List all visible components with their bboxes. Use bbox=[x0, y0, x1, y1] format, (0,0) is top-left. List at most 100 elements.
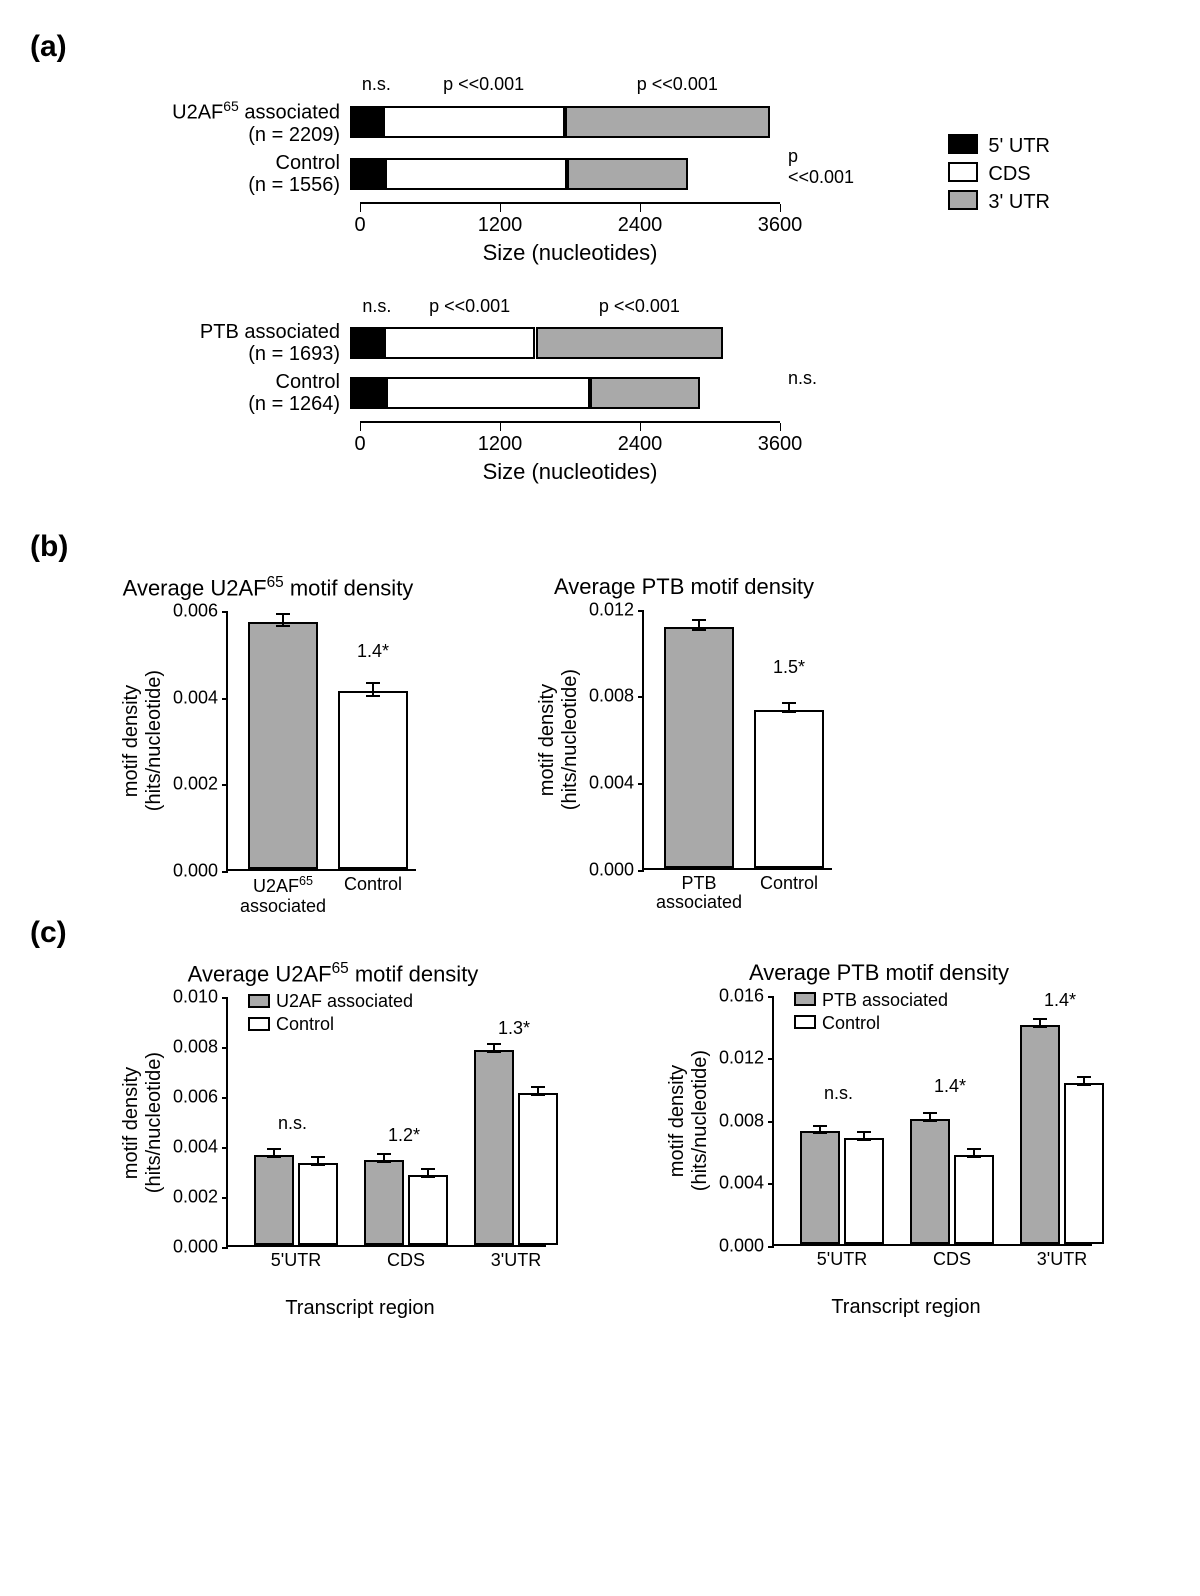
x-tick: 1200 bbox=[478, 214, 523, 237]
bar bbox=[754, 710, 824, 868]
hchart-u2af: 5' UTR CDS 3' UTR n.s.p <<0.001p <<0.001… bbox=[120, 74, 820, 266]
bar bbox=[664, 627, 734, 868]
x-tick: 1200 bbox=[478, 433, 523, 456]
y-tick: 0.008 bbox=[589, 686, 644, 707]
bar bbox=[910, 1119, 950, 1244]
x-tick-label: 5'UTR bbox=[817, 1244, 867, 1270]
y-axis-label: motif density (hits/nucleotide) bbox=[120, 1052, 166, 1193]
y-axis-label: motif density (hits/nucleotide) bbox=[666, 1050, 712, 1191]
end-annot: p <<0.001 bbox=[788, 146, 854, 188]
ratio-annot: 1.4* bbox=[357, 641, 389, 662]
y-axis-label: motif density (hits/nucleotide) bbox=[536, 669, 582, 810]
x-tick-label: CDS bbox=[387, 1245, 425, 1271]
bar bbox=[298, 1163, 338, 1246]
hbar-label: U2AF65 associated(n = 2209) bbox=[120, 99, 350, 146]
ratio-annot: 1.3* bbox=[498, 1018, 530, 1039]
x-tick-label: Control bbox=[734, 868, 844, 894]
bar-c-right: Average PTB motif density motif density (… bbox=[666, 960, 1092, 1320]
legend-a: 5' UTR CDS 3' UTR bbox=[948, 134, 1050, 218]
hchart-ptb: n.s.p <<0.001p <<0.001PTB associated(n =… bbox=[120, 296, 820, 485]
y-tick: 0.004 bbox=[589, 772, 644, 793]
x-tick: 2400 bbox=[618, 214, 663, 237]
ratio-annot: n.s. bbox=[824, 1083, 853, 1104]
legend: PTB associatedControl bbox=[794, 990, 948, 1036]
x-tick-label: CDS bbox=[933, 1244, 971, 1270]
y-tick: 0.000 bbox=[173, 860, 228, 881]
y-tick: 0.002 bbox=[173, 774, 228, 795]
x-axis-title: Transcript region bbox=[746, 1296, 1066, 1319]
p-annot: p <<0.001 bbox=[545, 296, 733, 317]
bar bbox=[1064, 1083, 1104, 1244]
bar bbox=[1020, 1025, 1060, 1244]
x-axis-title: Transcript region bbox=[200, 1297, 520, 1320]
y-tick: 0.012 bbox=[719, 1048, 774, 1069]
ratio-annot: 1.4* bbox=[934, 1076, 966, 1097]
bar bbox=[518, 1093, 558, 1246]
legend-cds: CDS bbox=[988, 163, 1030, 186]
plot-area: 0.0000.0020.0040.0060.0080.0105'UTRCDS3'… bbox=[226, 997, 546, 1247]
x-tick-label: 3'UTR bbox=[1037, 1244, 1087, 1270]
ratio-annot: 1.2* bbox=[388, 1125, 420, 1146]
y-tick: 0.008 bbox=[173, 1037, 228, 1058]
stacked-bar bbox=[350, 377, 770, 409]
chart-title: Average U2AF65 motif density bbox=[120, 574, 416, 601]
x-tick: 2400 bbox=[618, 433, 663, 456]
stacked-bar bbox=[350, 327, 770, 359]
x-tick: 0 bbox=[354, 214, 365, 237]
x-axis-title: Size (nucleotides) bbox=[360, 240, 780, 266]
y-tick: 0.004 bbox=[173, 687, 228, 708]
hbar-label: PTB associated(n = 1693) bbox=[120, 321, 350, 365]
ratio-annot: 1.5* bbox=[773, 657, 805, 678]
plot-area: 0.0000.0040.0080.0120.0165'UTRCDS3'UTRn.… bbox=[772, 996, 1092, 1246]
panel-b: (b) Average U2AF65 motif densitymotif de… bbox=[30, 530, 1170, 871]
x-tick: 3600 bbox=[758, 433, 803, 456]
bar-b-right: Average PTB motif density motif density (… bbox=[536, 574, 832, 871]
y-tick: 0.002 bbox=[173, 1187, 228, 1208]
ratio-annot: n.s. bbox=[278, 1113, 307, 1134]
bar bbox=[800, 1131, 840, 1244]
y-tick: 0.000 bbox=[173, 1237, 228, 1258]
hbar-label: Control(n = 1556) bbox=[120, 152, 350, 196]
panel-c: (c) Average U2AF65 motif density motif de… bbox=[30, 916, 1170, 1320]
bar bbox=[364, 1160, 404, 1245]
y-tick: 0.006 bbox=[173, 1087, 228, 1108]
legend: U2AF associatedControl bbox=[248, 991, 413, 1037]
bar-b-left: Average U2AF65 motif densitymotif densit… bbox=[120, 574, 416, 871]
y-tick: 0.012 bbox=[589, 599, 644, 620]
ratio-annot: 1.4* bbox=[1044, 990, 1076, 1011]
p-annot: n.s. bbox=[360, 296, 394, 317]
end-annot: n.s. bbox=[788, 368, 817, 389]
bar bbox=[474, 1050, 514, 1245]
x-axis-title: Size (nucleotides) bbox=[360, 459, 780, 485]
x-tick-label: 5'UTR bbox=[271, 1245, 321, 1271]
plot-area: 0.0000.0020.0040.006U2AF65associatedCont… bbox=[226, 611, 416, 871]
stacked-bar bbox=[350, 158, 770, 190]
legend-5utr: 5' UTR bbox=[988, 135, 1050, 158]
bar bbox=[954, 1155, 994, 1244]
x-tick: 3600 bbox=[758, 214, 803, 237]
y-tick: 0.004 bbox=[173, 1137, 228, 1158]
x-tick: 0 bbox=[354, 433, 365, 456]
y-tick: 0.010 bbox=[173, 987, 228, 1008]
x-tick-label: 3'UTR bbox=[491, 1245, 541, 1271]
panel-c-label: (c) bbox=[30, 916, 1170, 950]
bar bbox=[844, 1138, 884, 1244]
y-tick: 0.006 bbox=[173, 600, 228, 621]
hbar-label: Control(n = 1264) bbox=[120, 371, 350, 415]
legend-3utr: 3' UTR bbox=[988, 191, 1050, 214]
p-annot: p <<0.001 bbox=[393, 74, 575, 95]
bar bbox=[338, 691, 408, 869]
stacked-bar bbox=[350, 106, 770, 138]
bar bbox=[408, 1175, 448, 1245]
y-tick: 0.000 bbox=[589, 859, 644, 880]
y-tick: 0.008 bbox=[719, 1110, 774, 1131]
y-tick: 0.000 bbox=[719, 1235, 774, 1256]
panel-a-label: (a) bbox=[30, 30, 1170, 64]
bar bbox=[254, 1155, 294, 1245]
panel-b-label: (b) bbox=[30, 530, 1170, 564]
chart-title: Average PTB motif density bbox=[666, 960, 1092, 986]
x-tick-label: Control bbox=[318, 869, 428, 895]
chart-title: Average U2AF65 motif density bbox=[120, 960, 546, 987]
chart-title: Average PTB motif density bbox=[536, 574, 832, 600]
panel-a: (a) 5' UTR CDS 3' UTR n.s.p <<0.001p <<0… bbox=[30, 30, 1170, 485]
